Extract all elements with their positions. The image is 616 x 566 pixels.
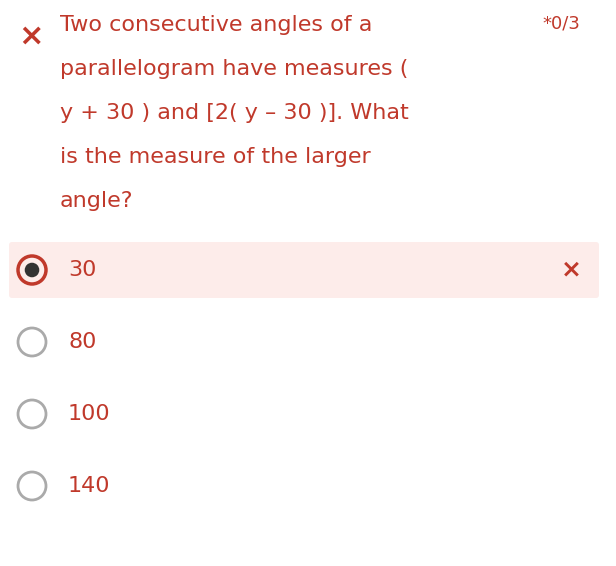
Text: 80: 80 (68, 332, 96, 352)
Text: is the measure of the larger: is the measure of the larger (60, 147, 371, 167)
Text: parallelogram have measures (: parallelogram have measures ( (60, 59, 408, 79)
Text: 140: 140 (68, 476, 110, 496)
Text: ×: × (18, 22, 44, 51)
Circle shape (25, 263, 39, 277)
Text: ×: × (561, 258, 582, 282)
Text: angle?: angle? (60, 191, 134, 211)
FancyBboxPatch shape (9, 242, 599, 298)
Text: 100: 100 (68, 404, 111, 424)
Text: 30: 30 (68, 260, 96, 280)
Text: *0/3: *0/3 (542, 15, 580, 33)
Text: y + 30 ) and [2( y – 30 )]. What: y + 30 ) and [2( y – 30 )]. What (60, 103, 409, 123)
Text: Two consecutive angles of a: Two consecutive angles of a (60, 15, 373, 35)
